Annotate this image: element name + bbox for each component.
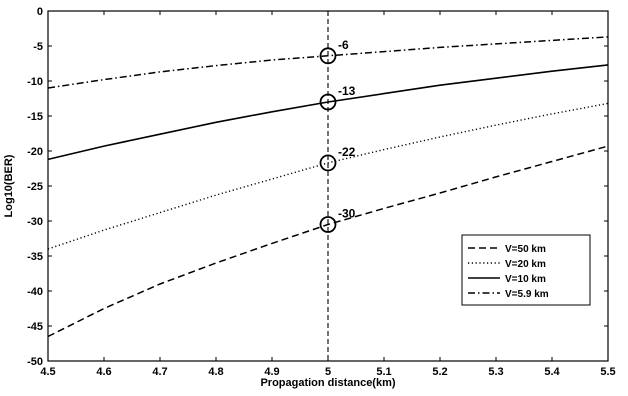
y-tick-label-8: -40 [27,286,43,298]
x-axis-ticks: 4.5 4.6 4.7 4.8 4.9 5 5.1 5.2 5.3 5.4 5.5 [40,11,616,378]
y-tick-label-6: -30 [27,216,43,228]
x-tick-label-9: 5.4 [544,366,560,378]
x-tick-label-4: 4.9 [264,366,279,378]
y-axis-label: Log10(BER) [3,154,15,217]
y-axis-ticks: 0 -5 -10 -15 -20 -25 -30 -35 -40 -45 -50 [27,6,608,368]
marker-label-0: -6 [338,38,349,52]
series-line-1 [47,102,609,250]
x-tick-label-6: 5.1 [376,366,391,378]
marker-circle-2 [319,154,337,172]
y-tick-label-4: -20 [27,146,43,158]
y-tick-label-10: -50 [27,356,43,368]
x-tick-label-5: 5 [325,366,331,378]
x-tick-label-1: 4.6 [96,366,111,378]
point-markers: -6 -13 -22 -30 [319,38,356,233]
y-tick-label-0: 0 [37,6,43,18]
marker-label-1: -13 [338,84,356,98]
marker-label-2: -22 [338,145,356,159]
marker-circle-3 [319,216,337,233]
marker-label-3: -30 [338,207,356,221]
series-line-0 [47,145,609,338]
x-tick-label-7: 5.2 [432,366,447,378]
y-tick-label-7: -35 [27,251,43,263]
legend-label-0: V=50 km [505,244,546,255]
y-tick-label-9: -45 [27,321,43,333]
y-tick-label-5: -25 [27,181,43,193]
legend: V=50 km V=20 km V=10 km V=5.9 km [461,234,591,306]
marker-circle-1 [319,93,337,111]
x-axis-label: Propagation distance(km) [260,377,395,389]
x-tick-label-8: 5.3 [488,366,503,378]
legend-label-2: V=10 km [505,274,546,285]
x-tick-label-2: 4.7 [152,366,167,378]
y-tick-label-1: -5 [33,41,43,53]
x-tick-label-0: 4.5 [40,366,55,378]
y-tick-label-3: -15 [27,111,43,123]
x-tick-label-3: 4.8 [208,366,223,378]
legend-label-1: V=20 km [505,259,546,270]
x-tick-label-10: 5.5 [600,366,615,378]
marker-circle-0 [319,47,337,65]
y-tick-label-2: -10 [27,76,43,88]
legend-label-3: V=5.9 km [505,289,549,300]
